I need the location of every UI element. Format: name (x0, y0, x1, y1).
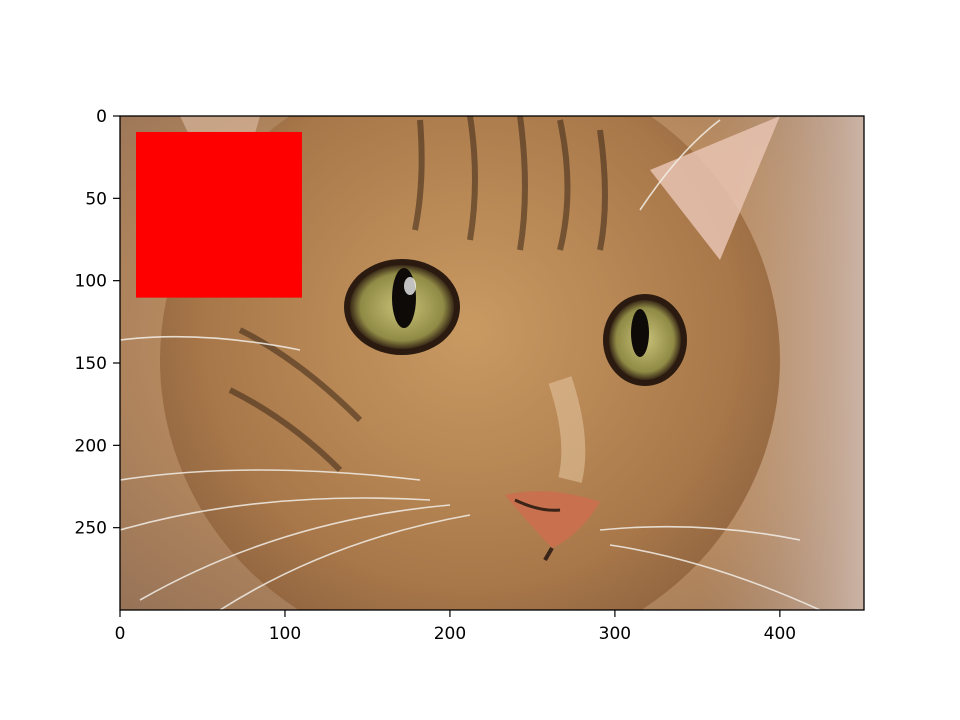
cat-photo-image (120, 116, 864, 610)
x-tick-label: 200 (434, 624, 466, 644)
x-tick-label: 0 (115, 624, 126, 644)
y-tick-label: 100 (75, 272, 107, 292)
red-rectangle-annotation (135, 131, 302, 298)
y-axis: 0 50 100 150 200 250 (75, 107, 120, 539)
x-tick-label: 400 (764, 624, 796, 644)
y-tick-label: 0 (96, 107, 107, 127)
x-axis: 0 100 200 300 400 (115, 610, 796, 644)
y-tick-label: 250 (75, 519, 107, 539)
y-tick-label: 200 (75, 436, 107, 456)
y-tick-label: 150 (75, 354, 107, 374)
x-tick-label: 300 (599, 624, 631, 644)
y-tick-label: 50 (85, 189, 107, 209)
x-tick-label: 100 (269, 624, 301, 644)
